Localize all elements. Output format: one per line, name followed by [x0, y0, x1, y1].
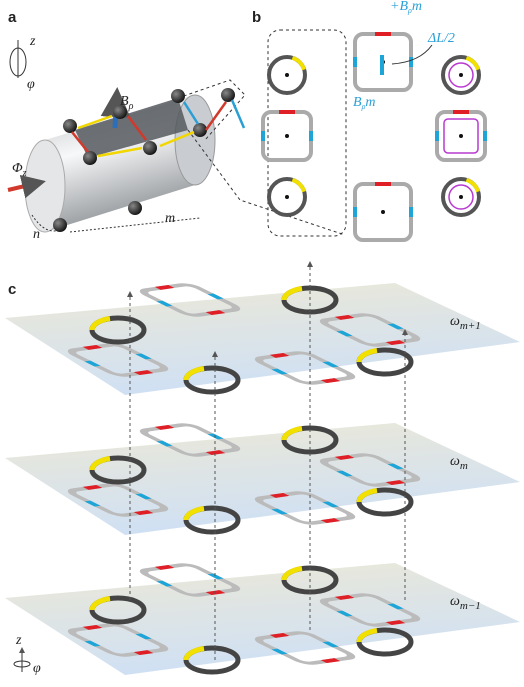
center-dot	[285, 73, 289, 77]
panel-label: c	[8, 281, 16, 298]
segment	[137, 652, 151, 654]
atom	[83, 151, 97, 165]
segment	[137, 372, 151, 374]
segment	[324, 380, 338, 382]
field-label: Bρm	[353, 95, 376, 111]
subscript: m−1	[460, 600, 481, 612]
yellow-segment	[292, 58, 304, 70]
symbol: ω	[450, 594, 460, 609]
panel-label: b	[252, 9, 261, 26]
segment	[324, 520, 338, 522]
suffix: m	[412, 0, 422, 14]
segment	[324, 660, 338, 662]
segment	[86, 346, 100, 348]
segment	[273, 354, 287, 356]
segment	[338, 456, 352, 458]
axis-label: z	[29, 34, 36, 49]
atom	[171, 89, 185, 103]
subscript: m+1	[460, 320, 481, 332]
segment	[86, 486, 100, 488]
yellow-segment	[292, 180, 304, 192]
atom	[63, 119, 77, 133]
layer	[5, 283, 520, 395]
cylinder	[8, 40, 345, 235]
layer	[5, 423, 520, 535]
suffix: m	[365, 95, 375, 110]
atom	[193, 123, 207, 137]
segment	[338, 316, 352, 318]
atom	[53, 218, 67, 232]
figure: a b c φ z Bρ Φz n m +Bρm ΔL/2 Bρm ωm+1ωm…	[0, 0, 524, 687]
segment	[273, 634, 287, 636]
plane	[5, 423, 520, 535]
symbol: ω	[450, 454, 460, 469]
plane	[5, 283, 520, 395]
axis-label: φ	[27, 77, 35, 92]
flux-label: Φz	[12, 161, 27, 179]
segment	[158, 566, 172, 568]
index-label: n	[33, 227, 40, 242]
segment	[158, 426, 172, 428]
axis-label: z	[15, 633, 22, 648]
shift-label: ΔL/2	[427, 31, 455, 46]
center-dot	[459, 134, 463, 138]
segment	[273, 494, 287, 496]
axis-icon	[14, 648, 30, 672]
subscript: z	[22, 168, 27, 179]
segment	[389, 622, 403, 624]
center-dot	[459, 195, 463, 199]
segment	[158, 286, 172, 288]
atom	[143, 141, 157, 155]
center-dot	[459, 73, 463, 77]
unit-cell-box	[268, 30, 346, 236]
yellow-segment	[466, 58, 478, 70]
center-dot	[381, 210, 385, 214]
yellow-segment	[466, 180, 478, 192]
symbol: ω	[450, 314, 460, 329]
layer	[5, 563, 520, 675]
segment	[210, 294, 220, 299]
center-dot	[285, 134, 289, 138]
segment	[209, 312, 223, 314]
index-label: m	[165, 211, 175, 226]
plane	[5, 563, 520, 675]
segment	[389, 342, 403, 344]
segment	[338, 596, 352, 598]
symbol: Φ	[12, 161, 23, 176]
subscript: m	[460, 460, 468, 472]
segment	[137, 512, 151, 514]
coupling-arrow	[232, 100, 244, 128]
axis-label: φ	[33, 661, 41, 676]
segment	[389, 482, 403, 484]
sign: +	[390, 0, 399, 14]
atom	[128, 201, 142, 215]
segment	[86, 626, 100, 628]
panel-label: a	[8, 9, 17, 26]
subscript: ρ	[128, 101, 134, 112]
center-dot	[285, 195, 289, 199]
field-label: +Bρm	[390, 0, 422, 15]
